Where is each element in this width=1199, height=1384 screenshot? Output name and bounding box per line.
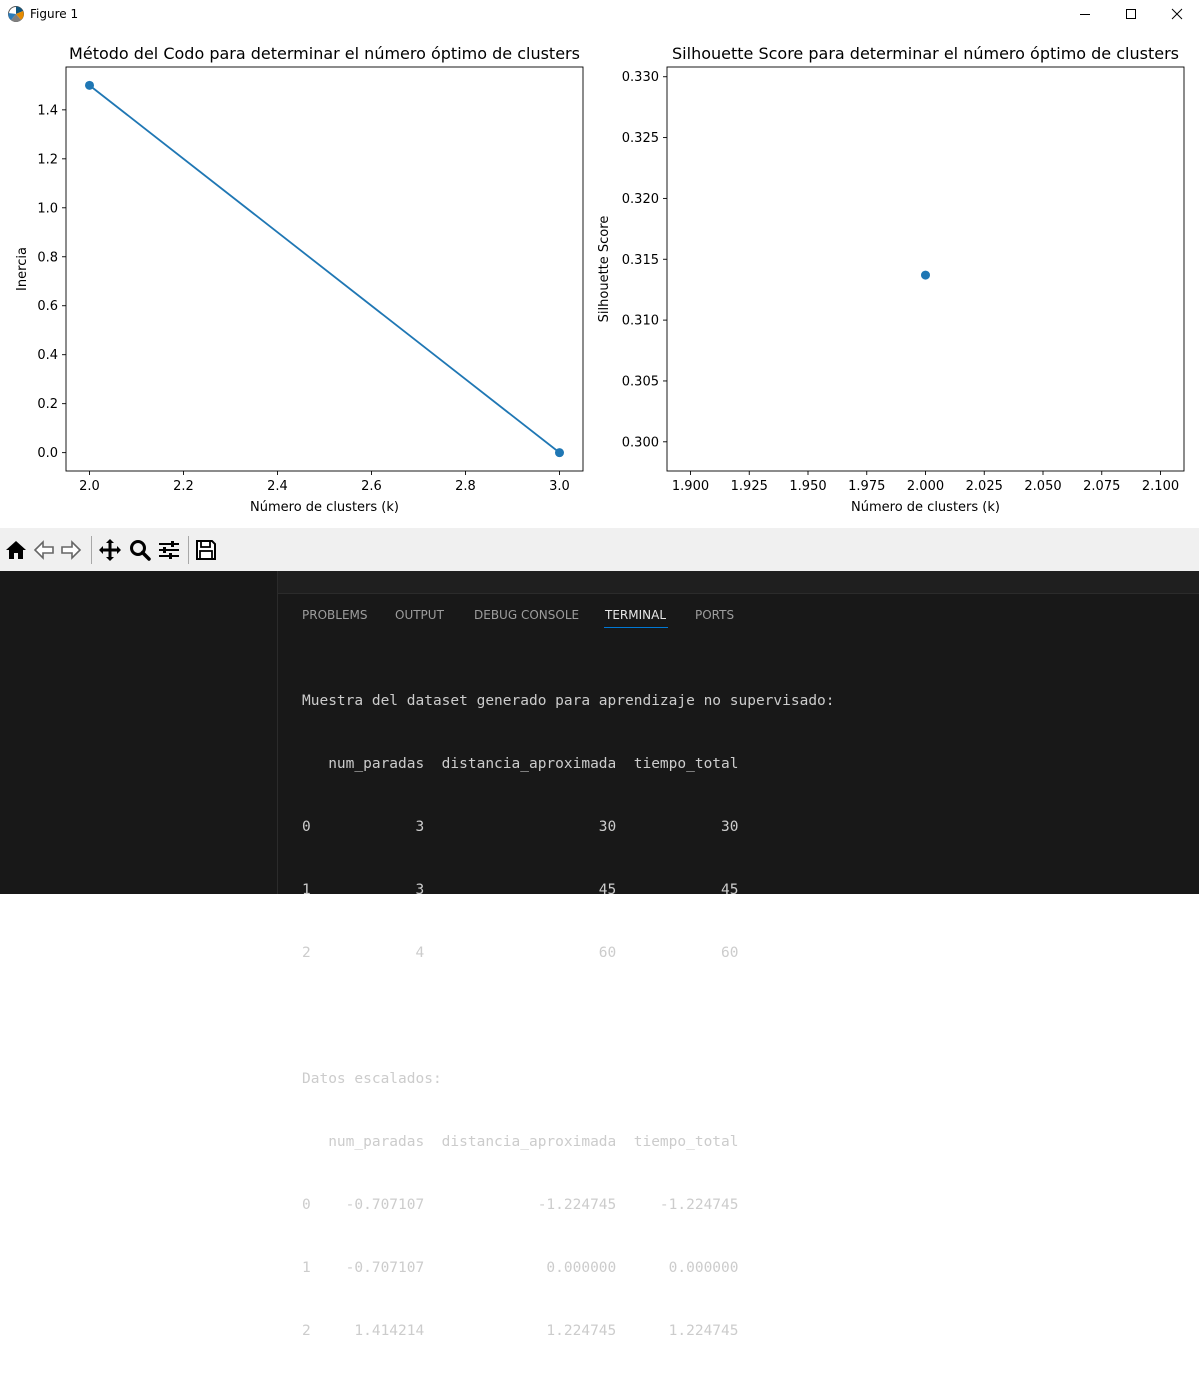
terminal-line: Muestra del dataset generado para aprend…	[302, 693, 835, 709]
close-icon	[1171, 8, 1183, 20]
terminal-output[interactable]: Muestra del dataset generado para aprend…	[302, 649, 835, 1384]
terminal-line: 0 3 30 30	[302, 819, 739, 835]
terminal-line: 2 4 60 60	[302, 945, 739, 961]
y-axis-label: Inercia	[15, 247, 30, 291]
series-line	[88, 84, 561, 454]
x-tick-label: 2.050	[1024, 479, 1061, 494]
maximize-icon	[1126, 9, 1136, 19]
y-axis-label: Silhouette Score	[597, 216, 612, 323]
zoom-icon	[130, 540, 151, 561]
axes-frame	[666, 66, 1185, 472]
elbow-chart: Método del Codo para determinar el númer…	[15, 44, 584, 515]
silhouette-chart: Silhouette Score para determinar el núme…	[597, 44, 1185, 515]
x-tick-label: 1.950	[789, 479, 826, 494]
x-tick-label: 2.6	[361, 479, 382, 494]
toolbar-separator	[91, 536, 92, 564]
terminal-line: num_paradas distancia_aproximada tiempo_…	[302, 1134, 739, 1150]
x-axis-label: Número de clusters (k)	[851, 500, 1000, 515]
tab-problems[interactable]: PROBLEMS	[302, 608, 368, 622]
terminal-line: 0 -0.707107 -1.224745 -1.224745	[302, 1197, 739, 1213]
terminal-line: 2 1.414214 1.224745 1.224745	[302, 1323, 739, 1339]
active-tab-indicator	[604, 627, 668, 628]
forward-icon	[61, 540, 82, 560]
maximize-button[interactable]	[1108, 0, 1154, 28]
configure-subplots-button[interactable]	[157, 538, 181, 562]
minimize-button[interactable]	[1062, 0, 1108, 28]
window-titlebar[interactable]: Figure 1	[0, 0, 1199, 28]
data-point	[85, 80, 94, 90]
tab-debug-console[interactable]: DEBUG CONSOLE	[474, 608, 580, 622]
minimize-icon	[1080, 14, 1090, 15]
figure-canvas[interactable]: Método del Codo para determinar el númer…	[0, 28, 1199, 528]
terminal-line: 1 3 45 45	[302, 882, 739, 898]
x-tick-label: 2.025	[966, 479, 1003, 494]
home-button[interactable]	[4, 538, 28, 562]
tab-output[interactable]: OUTPUT	[395, 608, 444, 622]
data-point	[921, 270, 930, 280]
terminal-line: 1 -0.707107 0.000000 0.000000	[302, 1260, 739, 1276]
x-tick-label: 2.100	[1142, 479, 1179, 494]
zoom-button[interactable]	[128, 538, 152, 562]
vscode-window: PROBLEMS OUTPUT DEBUG CONSOLE TERMINAL P…	[0, 571, 1199, 1339]
y-tick-label: 0.320	[622, 192, 659, 207]
chart-title: Método del Codo para determinar el númer…	[69, 44, 580, 63]
axes-frame	[65, 66, 584, 472]
x-axis-label: Número de clusters (k)	[250, 500, 399, 515]
y-tick-label: 0.315	[622, 253, 659, 268]
x-tick-label: 2.0	[79, 479, 100, 494]
y-tick-label: 1.2	[37, 152, 58, 167]
y-tick-label: 1.4	[37, 103, 58, 118]
window-title: Figure 1	[30, 7, 79, 21]
pan-button[interactable]	[98, 538, 122, 562]
back-icon	[33, 540, 54, 560]
matplotlib-icon	[8, 6, 24, 22]
tab-terminal[interactable]: TERMINAL	[605, 608, 667, 622]
configure-subplots-icon	[159, 541, 179, 559]
figure-toolbar	[0, 528, 1199, 571]
tab-ports[interactable]: PORTS	[695, 608, 735, 622]
terminal-line	[302, 1006, 835, 1027]
home-icon	[6, 541, 26, 559]
y-tick-label: 0.305	[622, 374, 659, 389]
bottom-panel: PROBLEMS OUTPUT DEBUG CONSOLE TERMINAL P…	[278, 571, 1199, 1339]
y-tick-label: 0.330	[622, 70, 659, 85]
close-button[interactable]	[1154, 0, 1199, 28]
forward-button[interactable]	[59, 538, 83, 562]
y-tick-label: 0.0	[37, 446, 58, 461]
x-tick-label: 2.000	[907, 479, 944, 494]
back-button[interactable]	[32, 538, 56, 562]
side-bar	[0, 571, 278, 894]
x-tick-label: 2.8	[455, 479, 476, 494]
data-point	[555, 448, 564, 458]
x-tick-label: 1.975	[848, 479, 885, 494]
y-tick-label: 0.2	[37, 397, 58, 412]
chart-title: Silhouette Score para determinar el núme…	[672, 44, 1179, 63]
y-tick-label: 0.300	[622, 435, 659, 450]
y-tick-label: 1.0	[37, 201, 58, 216]
terminal-line: Datos escalados:	[302, 1071, 442, 1087]
y-tick-label: 0.6	[37, 299, 58, 314]
save-icon	[196, 540, 216, 560]
y-tick-label: 0.8	[37, 250, 58, 265]
pan-icon	[99, 539, 121, 561]
x-tick-label: 3.0	[549, 479, 570, 494]
x-tick-label: 2.075	[1083, 479, 1120, 494]
y-tick-label: 0.310	[622, 314, 659, 329]
toolbar-separator	[188, 536, 189, 564]
x-tick-label: 1.925	[731, 479, 768, 494]
save-button[interactable]	[194, 538, 218, 562]
panel-top-strip	[278, 571, 1199, 594]
y-tick-label: 0.325	[622, 131, 659, 146]
x-tick-label: 2.2	[173, 479, 194, 494]
y-tick-label: 0.4	[37, 348, 58, 363]
terminal-line: num_paradas distancia_aproximada tiempo_…	[302, 756, 739, 772]
x-tick-label: 2.4	[267, 479, 288, 494]
x-tick-label: 1.900	[672, 479, 709, 494]
